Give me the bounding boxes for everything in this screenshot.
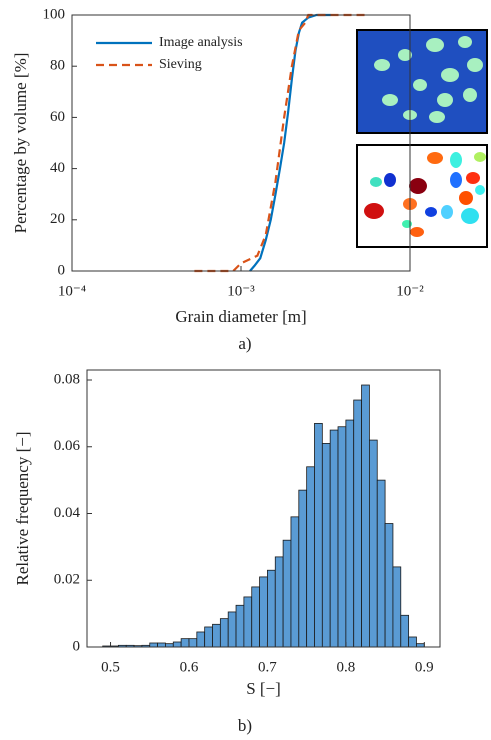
bar [243,596,253,648]
y-tick-label: 0 [58,262,66,278]
y-tick-label: 80 [50,58,65,74]
data-line [249,13,331,272]
bar [306,466,315,648]
x-tick-label: 0.5 [101,659,120,675]
bar [408,636,417,648]
bar [314,422,323,648]
bar [400,614,410,648]
bar [188,638,198,648]
bar [392,566,402,648]
bar [165,643,174,648]
bar [235,604,245,648]
y-tick-label: 0.02 [54,572,80,588]
bar [204,626,213,648]
inset-segmentation [356,144,488,248]
bar [321,443,331,648]
bar [416,643,425,648]
bar [267,569,276,648]
bar [337,426,347,648]
y-tick-label: 0.04 [54,505,81,521]
bar [353,399,362,648]
bar [157,642,166,648]
axes-box [86,369,441,648]
y-tick-label: 0 [73,638,81,654]
inset-photo [356,29,488,134]
x-tick-label: 10⁻³ [227,283,255,299]
x-tick-label: 10⁻² [396,283,424,299]
bar [172,641,182,648]
legend-label: Image analysis [159,35,243,50]
x-tick-label: 10⁻⁴ [58,283,86,299]
x-tick-label: 0.6 [180,659,199,675]
bar [274,556,284,648]
bar [361,384,370,648]
bar [212,623,221,648]
x-tick-label: 0.9 [415,659,434,675]
y-tick-label: 20 [50,211,65,227]
bar [196,631,206,648]
y-tick-label: 60 [50,109,65,125]
y-tick-label: 100 [43,6,66,22]
bar [376,479,386,648]
x-axis-label: Grain diameter [m] [175,307,306,326]
data-line [194,13,367,273]
bar [219,618,229,648]
y-tick-label: 0.08 [54,371,80,387]
bar [282,539,292,648]
bar [227,611,237,648]
bar [180,638,190,648]
caption: a) [238,334,251,353]
bar [251,586,260,648]
legend-label: Sieving [159,57,202,72]
bar [259,576,268,648]
x-tick-label: 0.7 [258,659,277,675]
bar [290,516,300,648]
caption: b) [238,716,252,735]
bar [149,642,158,648]
bar [298,489,308,648]
bar [329,429,339,648]
bar [345,419,355,648]
y-tick-label: 0.06 [54,438,81,454]
x-axis-label: S [−] [246,679,281,698]
y-axis-label: Percentage by volume [%] [11,53,30,234]
y-axis-label: Relative frequency [−] [13,431,32,585]
bar [384,523,394,648]
y-tick-label: 40 [50,160,65,176]
x-tick-label: 0.8 [336,659,355,675]
bar [368,439,378,648]
